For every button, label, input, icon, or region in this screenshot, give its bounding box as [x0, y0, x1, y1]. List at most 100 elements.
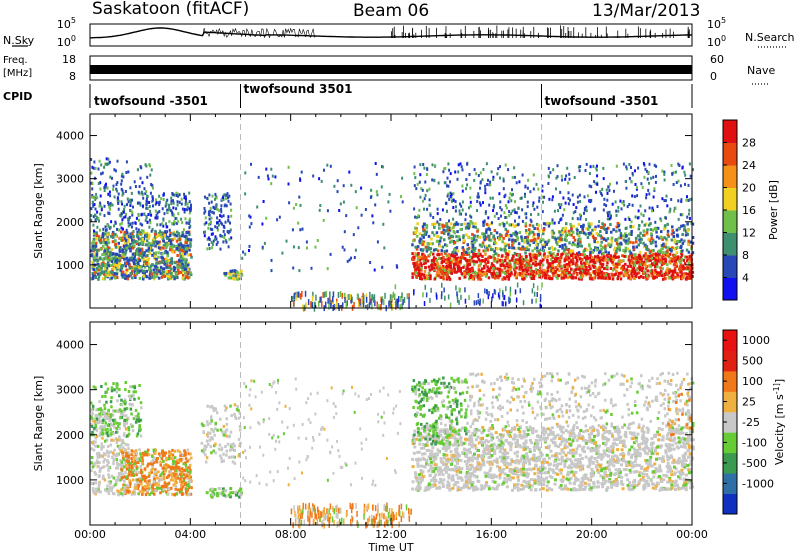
heatmap-cell: [153, 239, 156, 243]
heatmap-cell: [103, 186, 106, 190]
heatmap-cell: [325, 291, 327, 297]
heatmap-cell: [488, 291, 490, 296]
heatmap-cell: [216, 208, 219, 211]
heatmap-cell: [152, 273, 156, 277]
heatmap-cell: [424, 261, 427, 265]
heatmap-cell: [153, 254, 157, 258]
heatmap-cell: [446, 184, 448, 188]
heatmap-cell: [615, 213, 618, 217]
heatmap-cell: [103, 458, 106, 462]
heatmap-cell: [130, 246, 133, 250]
heatmap-cell: [139, 201, 142, 205]
heatmap-cell: [458, 209, 461, 213]
cpid-entry: twofsound -3501: [94, 94, 208, 108]
heatmap-cell: [459, 202, 461, 206]
heatmap-cell: [375, 172, 378, 176]
heatmap-cell: [322, 292, 324, 298]
heatmap-cell: [123, 432, 126, 436]
heatmap-cell: [131, 246, 135, 250]
heatmap-cell: [167, 266, 171, 270]
heatmap-cell: [475, 300, 478, 306]
heatmap-cell: [640, 257, 643, 261]
heatmap-cell: [571, 217, 574, 220]
heatmap-cell: [106, 250, 110, 254]
colorbar-tick-label: 24: [742, 159, 756, 172]
heatmap-cell: [627, 276, 630, 280]
heatmap-cell: [117, 478, 120, 482]
heatmap-cell: [688, 274, 691, 278]
heatmap-cell: [443, 232, 446, 235]
heatmap-cell: [428, 198, 431, 202]
heatmap-cell: [110, 276, 113, 280]
heatmap-cell: [107, 417, 110, 421]
heatmap-cell: [392, 291, 395, 298]
heatmap-cell: [248, 244, 251, 248]
heatmap-cell: [518, 231, 522, 234]
heatmap-cell: [688, 254, 692, 258]
heatmap-cell: [644, 255, 648, 259]
heatmap-cell: [606, 258, 610, 261]
heatmap-cell: [99, 203, 102, 207]
heatmap-cell: [131, 238, 134, 242]
heatmap-cell: [374, 300, 376, 307]
heatmap-cell: [467, 246, 471, 250]
heatmap-cell: [137, 250, 140, 254]
heatmap-cell: [257, 175, 260, 179]
heatmap-cell: [605, 238, 608, 242]
heatmap-cell: [682, 266, 685, 270]
heatmap-cell: [498, 258, 502, 262]
heatmap-cell: [474, 246, 477, 250]
heatmap-cell: [326, 209, 329, 213]
heatmap-cell: [490, 262, 494, 266]
heatmap-cell: [208, 243, 210, 247]
heatmap-cell: [559, 206, 562, 209]
heatmap-cell: [564, 201, 567, 205]
heatmap-cell: [106, 237, 110, 241]
heatmap-cell: [464, 226, 468, 230]
heatmap-cell: [574, 276, 578, 280]
heatmap-cell: [181, 221, 184, 225]
heatmap-cell: [621, 254, 624, 258]
heatmap-cell: [559, 238, 563, 241]
heatmap-cell: [218, 209, 221, 213]
heatmap-cell: [182, 245, 185, 249]
heatmap-cell: [504, 277, 507, 281]
heatmap-cell: [122, 446, 125, 450]
heatmap-cell: [227, 215, 230, 219]
heatmap-cell: [99, 194, 102, 198]
heatmap-cell: [415, 261, 419, 265]
heatmap-cell: [154, 244, 157, 248]
heatmap-cell: [607, 272, 610, 276]
heatmap-cell: [671, 225, 674, 229]
heatmap-cell: [495, 231, 499, 235]
heatmap-cell: [109, 480, 113, 484]
heatmap-cell: [112, 458, 115, 462]
heatmap-cell: [106, 428, 109, 431]
heatmap-cell: [93, 160, 96, 164]
heatmap-cell: [634, 253, 637, 256]
heatmap-cell: [526, 238, 529, 242]
heatmap-cell: [118, 254, 121, 258]
heatmap-cell: [123, 424, 127, 428]
heatmap-cell: [138, 266, 141, 270]
heatmap-cell: [478, 243, 482, 247]
heatmap-cell: [135, 242, 139, 246]
heatmap-cell: [526, 186, 529, 190]
heatmap-cell: [166, 274, 169, 278]
heatmap-cell: [597, 256, 601, 260]
heatmap-cell: [168, 228, 171, 232]
heatmap-cell: [680, 265, 683, 269]
heatmap-cell: [567, 229, 571, 233]
heatmap-cell: [171, 192, 174, 196]
heatmap-cell: [543, 273, 547, 277]
heatmap-cell: [120, 212, 123, 216]
heatmap-cell: [477, 192, 480, 196]
heatmap-cell: [539, 240, 542, 244]
heatmap-cell: [168, 220, 171, 224]
heatmap-cell: [142, 204, 144, 208]
heatmap-cell: [534, 260, 537, 264]
heatmap-cell: [612, 263, 615, 267]
heatmap-cell: [342, 302, 344, 309]
heatmap-cell: [440, 266, 443, 270]
heatmap-cell: [632, 241, 635, 245]
